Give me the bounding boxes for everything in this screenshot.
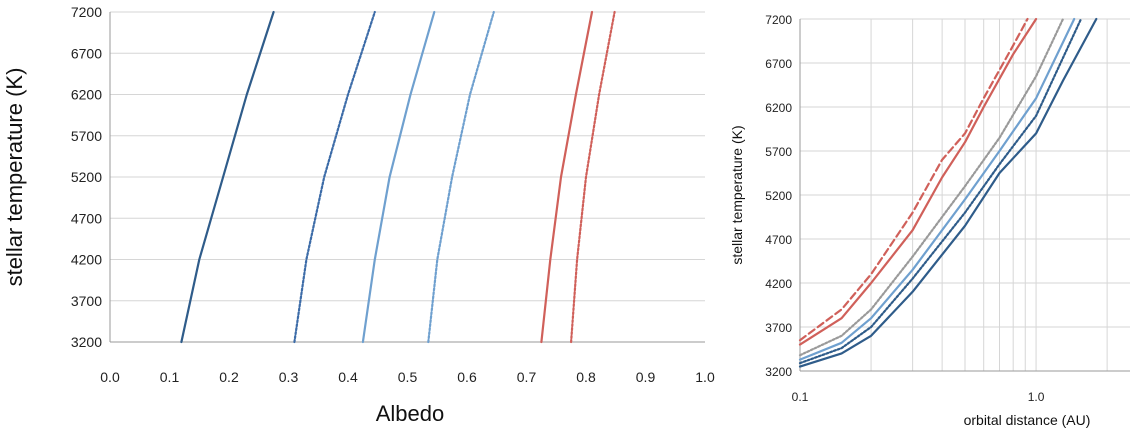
right-y-tick-label: 7200 [765, 13, 792, 27]
left-x-axis-label: Albedo [376, 401, 445, 426]
right-x-tick-label: 1.0 [1028, 390, 1045, 404]
left-y-tick-label: 6700 [71, 45, 102, 61]
left-y-tick-label: 5200 [71, 169, 102, 185]
right-y-tick-label: 4700 [765, 233, 792, 247]
left-grid [109, 11, 705, 343]
orbital-distance-chart: 3200 3700 4200 4700 5200 5700 6200 6700 7200 0.1… [729, 13, 1130, 428]
right-series-line [798, 17, 1065, 357]
right-series-line [798, 17, 1098, 368]
left-x-tick-label: 0.9 [636, 369, 656, 385]
right-y-axis-label: stellar temperature (K) [729, 125, 745, 264]
right-y-tick-label: 3700 [765, 321, 792, 335]
left-x-tick-labels: 0.0 0.1 0.2 0.3 0.4 0.5 0.6 0.7 0.8 0.9 1.0 [100, 369, 715, 385]
left-series-line [361, 10, 436, 344]
right-y-tick-label: 6700 [765, 57, 792, 71]
left-series-line [569, 10, 616, 344]
left-x-tick-label: 0.1 [160, 369, 180, 385]
left-x-tick-label: 0.0 [100, 369, 120, 385]
right-y-tick-label: 5200 [765, 189, 792, 203]
albedo-chart: 3200 3700 4200 4700 5200 5700 6200 6700 7200 0.0… [2, 4, 715, 426]
left-y-tick-labels: 3200 3700 4200 4700 5200 5700 6200 6700 7200 [71, 4, 102, 350]
right-y-tick-labels: 3200 3700 4200 4700 5200 5700 6200 6700 7200 [765, 13, 792, 379]
left-y-tick-label: 7200 [71, 4, 102, 20]
left-series-line [180, 10, 275, 344]
left-y-axis-label: stellar temperature (K) [2, 68, 27, 287]
right-series-group [798, 17, 1098, 368]
right-series-line [798, 17, 1083, 365]
left-x-tick-label: 1.0 [695, 369, 715, 385]
right-x-tick-label: 0.1 [792, 390, 809, 404]
right-y-tick-label: 3200 [765, 365, 792, 379]
right-y-tick-label: 4200 [765, 277, 792, 291]
left-series-line [427, 10, 495, 344]
right-grid [799, 18, 1130, 372]
left-y-tick-label: 6200 [71, 87, 102, 103]
left-x-tick-label: 0.5 [398, 369, 418, 385]
right-series-line [798, 17, 1076, 361]
right-series-line [798, 17, 1029, 342]
left-y-tick-label: 3700 [71, 293, 102, 309]
left-y-tick-label: 5700 [71, 128, 102, 144]
left-series-line [540, 10, 594, 344]
left-y-tick-label: 3200 [71, 334, 102, 350]
left-x-tick-label: 0.2 [219, 369, 239, 385]
left-x-tick-label: 0.8 [576, 369, 596, 385]
left-y-tick-label: 4200 [71, 252, 102, 268]
right-y-tick-label: 6200 [765, 101, 792, 115]
right-y-tick-label: 5700 [765, 145, 792, 159]
left-series-group [180, 10, 616, 344]
left-x-tick-label: 0.7 [517, 369, 537, 385]
left-y-tick-label: 4700 [71, 210, 102, 226]
right-series-line [798, 17, 1038, 346]
right-x-axis-label: orbital distance (AU) [964, 412, 1091, 428]
left-x-tick-label: 0.4 [338, 369, 358, 385]
left-series-line [293, 10, 376, 344]
right-x-tick-labels: 0.1 1.0 [792, 390, 1045, 404]
left-x-tick-label: 0.6 [457, 369, 477, 385]
left-x-tick-label: 0.3 [279, 369, 299, 385]
